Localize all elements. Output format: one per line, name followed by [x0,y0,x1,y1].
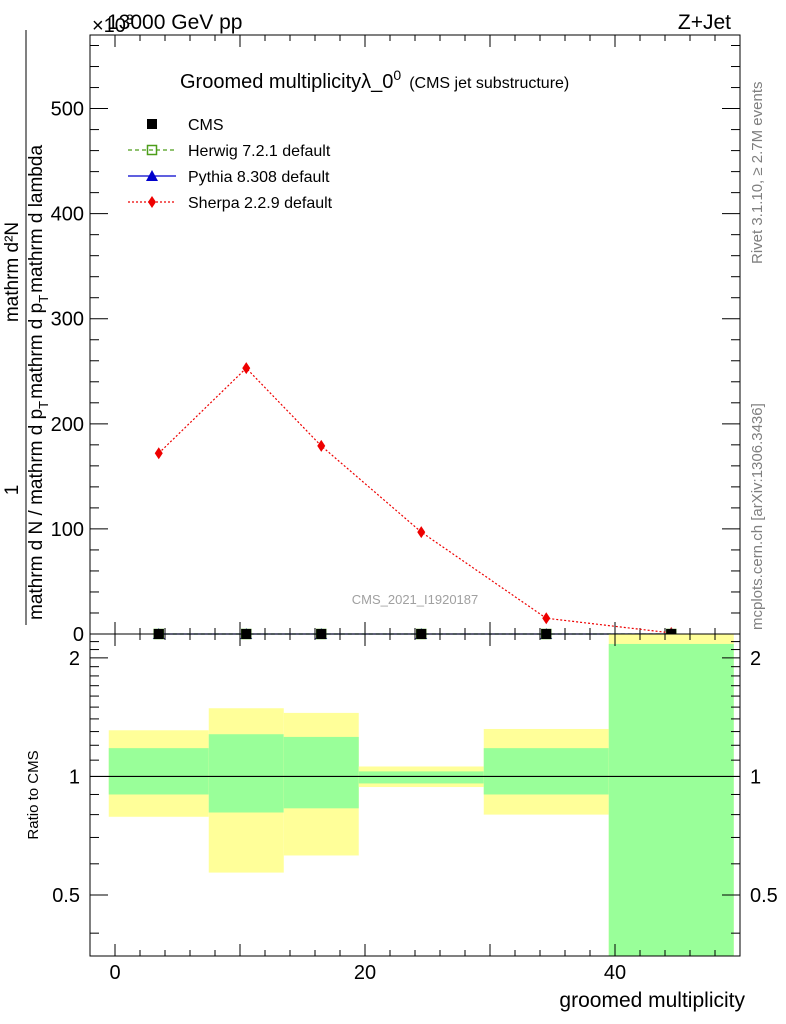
ratio-band-stat [483,748,609,795]
main-y-tick-label: 100 [51,519,84,541]
ratio-y-ticks: 0.5 0.5 1 1 2 2 [52,641,778,934]
legend-entry: CMS [147,117,224,134]
ratio-band-stat [283,736,359,809]
legend-marker [147,119,157,129]
ratio-band-stat [208,734,284,813]
ratio-x-tick-label: 40 [604,962,626,984]
main-y-tick-label: 0 [73,624,84,646]
main-y-axis-label: 1 mathrm d N / mathrm d pTmathrm d pTmat… [2,145,51,620]
legend-entry: Sherpa 2.2.9 default [128,195,333,212]
data-point [242,362,251,375]
ratio-band-stat [108,748,209,795]
mcplots-label: mcplots.cern.ch [arXiv:1306.3436] [749,403,766,630]
main-y-tick-label: 200 [51,414,84,436]
ratio-y-tick-label: 0.5 [52,885,80,907]
x-axis-label: groomed multiplicity [559,989,745,1012]
legend-label: CMS [188,117,224,134]
legend: CMS Herwig 7.2.1 default Pythia 8.308 defa… [128,117,333,212]
main-y-ticks: 0 100 200 300 400 500 [51,45,740,646]
ratio-x-ticks: 0 20 40 [89,634,741,984]
ratio-y-label: Ratio to CMS [25,750,42,839]
ratio-x-tick-label: 20 [354,962,376,984]
ratio-x-tick-label: 0 [109,962,120,984]
legend-label: Sherpa 2.2.9 default [188,195,333,212]
legend-label: Pythia 8.308 default [188,169,330,186]
data-point [317,439,326,452]
ratio-band-stat [608,643,734,956]
ratio-y-tick-label-right: 1 [750,766,761,788]
energy-label: 13000 GeV pp [107,11,242,34]
y-label-main: mathrm d N / mathrm d pTmathrm d pTmathr… [26,145,51,620]
legend-marker [146,170,158,181]
main-y-tick-label: 400 [51,204,84,226]
ratio-y-tick-label-right: 2 [750,648,761,670]
main-y-tick-label: 500 [51,99,84,121]
data-point [154,447,163,460]
legend-entry: Herwig 7.2.1 default [128,143,331,160]
series-line [158,367,672,634]
legend-entry: Pythia 8.308 default [128,169,330,186]
main-x-ticks [89,35,741,634]
y-exponent-label: ×103 [92,11,134,37]
chart-title: Groomed multiplicityλ_00 (CMS jet substru… [180,67,569,93]
data-point [417,526,426,539]
ratio-panel: 0.5 0.5 1 1 2 2 0 20 40 [52,633,778,984]
ratio-y-tick-label: 1 [69,766,80,788]
ratio-y-tick-label: 2 [69,648,80,670]
legend-marker [148,196,156,208]
data-point [542,612,551,625]
ratio-bands [108,634,734,956]
y-label-top: mathrm d²N [2,222,23,322]
rivet-label: Rivet 3.1.10, ≥ 2.7M events [749,82,766,265]
process-label: Z+Jet [678,11,731,34]
legend-label: Herwig 7.2.1 default [188,143,331,160]
legend-marker [146,144,158,156]
main-y-tick-label: 300 [51,309,84,331]
y-label-numerator: 1 [2,485,23,496]
ratio-band-stat [358,771,484,784]
watermark: CMS_2021_I1920187 [352,592,479,607]
ratio-y-tick-label-right: 0.5 [750,885,778,907]
